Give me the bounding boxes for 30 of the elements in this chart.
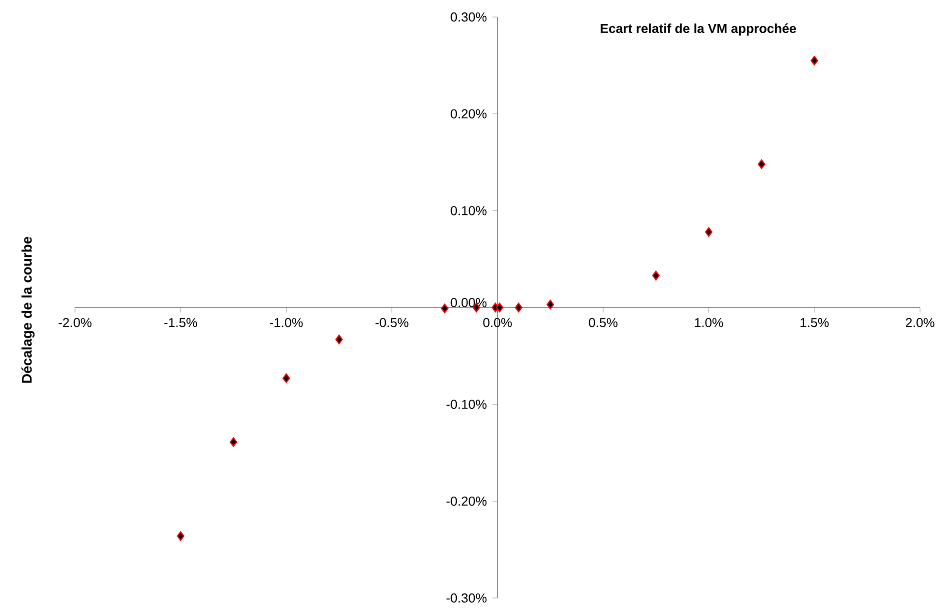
point — [496, 302, 504, 312]
point — [705, 227, 713, 237]
x-tick-label: 0.0% — [483, 318, 512, 328]
x-tick-label: -1.5% — [164, 318, 198, 328]
point — [514, 302, 522, 312]
x-tick-label: 1.5% — [800, 318, 829, 328]
point — [176, 531, 184, 541]
y-tick-label: -0.10% — [446, 400, 487, 409]
y-tick-label: -0.20% — [446, 496, 487, 506]
x-tick-label: 0.5% — [588, 318, 618, 328]
point — [810, 56, 818, 66]
point — [282, 373, 290, 383]
y-tick-label: 0.00% — [450, 298, 487, 308]
y-tick-label: 0.20% — [450, 109, 487, 118]
point — [546, 300, 554, 310]
x-tick-label: -1.0% — [270, 318, 303, 328]
point — [652, 270, 660, 280]
point — [758, 159, 766, 169]
x-tick-label: -2.0% — [58, 318, 92, 328]
chart-title: Ecart relatif de la VM approchée — [600, 23, 796, 36]
point — [230, 437, 238, 447]
y-tick-label: 0.10% — [450, 206, 487, 216]
y-tick-label: -0.30% — [446, 593, 487, 603]
x-tick-label: -0.5% — [376, 318, 408, 328]
point — [335, 334, 343, 344]
x-tick-label: 2.0% — [906, 318, 934, 328]
point — [440, 304, 448, 314]
x-tick-label: 1.0% — [694, 318, 724, 328]
y-tick-label: 0.30% — [450, 12, 487, 22]
y-axis-title: Décalage de la courbe — [21, 236, 35, 383]
